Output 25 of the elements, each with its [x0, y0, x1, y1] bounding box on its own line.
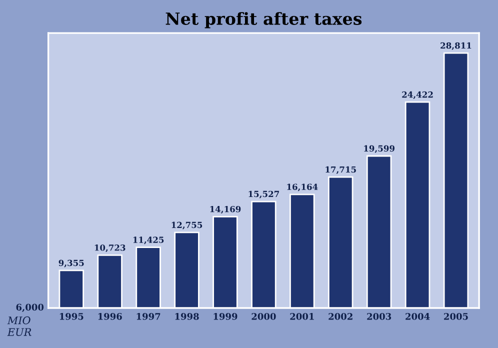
data-label: 24,422 — [402, 91, 433, 99]
x-tick-label: 2002 — [328, 313, 352, 320]
data-label: 16,164 — [287, 184, 318, 192]
x-tick-label: 1998 — [175, 313, 199, 320]
chart-title: Net profit after taxes — [166, 12, 362, 28]
x-tick-label: 1999 — [214, 313, 238, 320]
data-label: 14,169 — [210, 206, 241, 214]
data-label: 10,723 — [94, 244, 126, 252]
x-tick-label: 1995 — [60, 313, 84, 320]
text: 6,000 — [16, 304, 44, 312]
data-label: 17,715 — [326, 166, 356, 174]
data-label: 28,811 — [440, 42, 472, 50]
x-tick-label: 2000 — [252, 313, 276, 320]
data-label: 19,599 — [364, 145, 394, 153]
data-label: 15,527 — [248, 190, 279, 198]
x-tick-label: 1996 — [98, 313, 122, 320]
x-tick-label: 2001 — [290, 313, 314, 320]
x-tick-label: 2003 — [367, 313, 392, 320]
data-label: 9,355 — [58, 260, 84, 268]
x-tick-label: 1997 — [136, 313, 160, 320]
data-label: 12,755 — [172, 222, 202, 230]
x-tick-label: 2005 — [444, 313, 468, 320]
data-label: 11,425 — [133, 236, 164, 244]
x-tick-label: 2004 — [406, 313, 430, 320]
y-axis-title: MIO EUR — [7, 316, 32, 336]
